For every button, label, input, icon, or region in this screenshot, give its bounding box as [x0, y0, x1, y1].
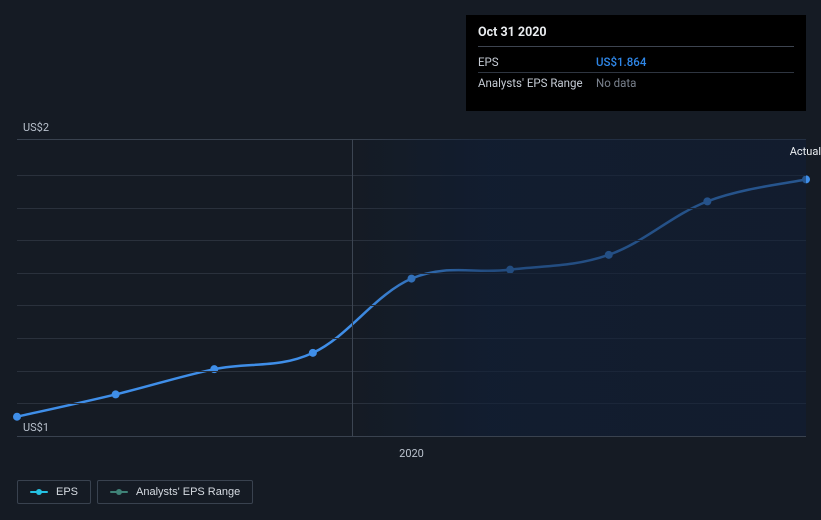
legend-label: EPS [56, 486, 78, 498]
y-tick-label: US$2 [23, 121, 49, 134]
tooltip: Oct 31 2020 EPS US$1.864 Analysts' EPS R… [466, 15, 806, 111]
tooltip-row: EPS US$1.864 [478, 52, 794, 73]
tooltip-key: Analysts' EPS Range [478, 76, 596, 90]
tooltip-row: Analysts' EPS Range No data [478, 73, 794, 93]
legend-swatch-icon [30, 487, 48, 497]
legend-item-eps[interactable]: EPS [17, 480, 91, 504]
legend-swatch-icon [110, 487, 128, 497]
tooltip-value: US$1.864 [596, 55, 646, 69]
tooltip-title: Oct 31 2020 [478, 25, 794, 47]
x-tick-label: 2020 [399, 447, 424, 460]
tooltip-key: EPS [478, 55, 596, 69]
plot-area[interactable] [17, 139, 806, 436]
series-actual-label: Actual [790, 145, 821, 158]
tooltip-value: No data [596, 76, 636, 90]
legend-label: Analysts' EPS Range [136, 486, 240, 498]
legend-item-range[interactable]: Analysts' EPS Range [97, 480, 253, 504]
legend: EPS Analysts' EPS Range [17, 480, 253, 504]
